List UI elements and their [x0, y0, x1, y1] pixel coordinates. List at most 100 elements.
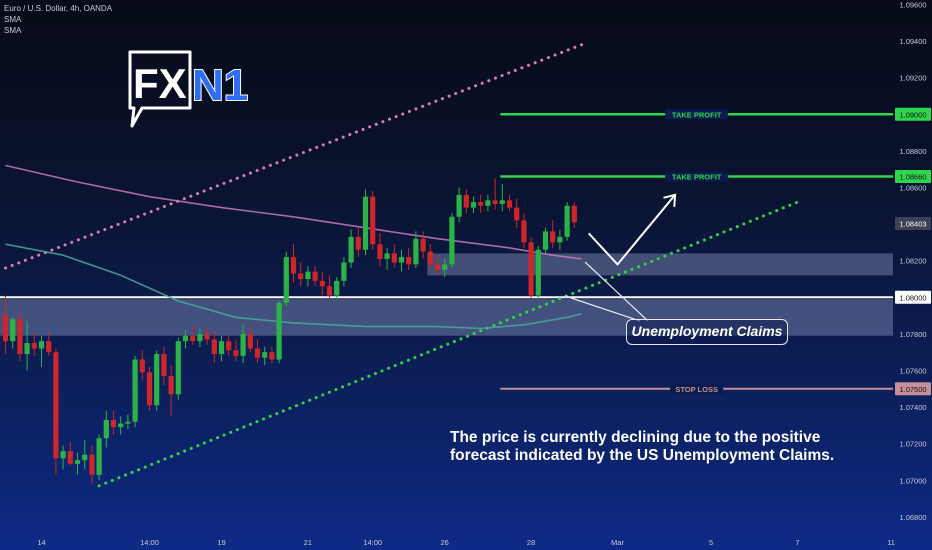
- candle-body: [139, 359, 145, 373]
- candle: [211, 330, 217, 364]
- y-tick-label: 1.08200: [899, 257, 926, 266]
- y-tick-label: 1.08800: [899, 147, 926, 156]
- candle-body: [362, 196, 369, 250]
- candle-body: [290, 257, 297, 274]
- candle: [499, 183, 505, 212]
- candle-body: [391, 253, 397, 263]
- indicator-label-sma-2[interactable]: SMA: [4, 26, 22, 35]
- candle: [233, 339, 239, 362]
- candle-body: [74, 460, 81, 464]
- symbol-label[interactable]: Euro / U.S. Dollar, 4h, OANDA: [4, 4, 113, 13]
- candle: [283, 251, 289, 307]
- candle: [362, 189, 369, 256]
- candle: [341, 257, 347, 287]
- candle-body: [168, 375, 174, 395]
- x-tick-label: 19: [217, 538, 225, 547]
- candle: [31, 332, 37, 356]
- candle-body: [17, 319, 23, 355]
- candle-body: [132, 359, 138, 422]
- candle-body: [499, 200, 505, 204]
- candle: [17, 311, 23, 362]
- candle-body: [204, 333, 210, 340]
- candle: [434, 257, 441, 276]
- candle-body: [182, 335, 189, 342]
- candle-body: [514, 207, 520, 221]
- candle-body: [211, 339, 217, 355]
- candle-body: [571, 205, 577, 223]
- candle-body: [89, 454, 95, 475]
- candle-body: [377, 244, 383, 259]
- price-label-take_profit: 1.09000: [899, 110, 926, 119]
- candle: [10, 317, 16, 349]
- candle: [312, 266, 318, 287]
- candle: [89, 445, 95, 484]
- candle: [2, 295, 9, 355]
- candle-body: [470, 202, 477, 208]
- y-tick-label: 1.07600: [899, 367, 926, 376]
- fxn1-logo: FX N1: [128, 48, 253, 130]
- candle: [355, 227, 361, 258]
- candle: [564, 202, 570, 241]
- candle-body: [276, 302, 282, 360]
- candle-body: [53, 352, 59, 459]
- x-tick-label: 5: [709, 538, 713, 547]
- candle: [319, 271, 325, 296]
- candle: [326, 275, 333, 300]
- candle: [290, 244, 297, 283]
- price-label-level: 1.08000: [899, 293, 926, 302]
- candle: [132, 355, 138, 428]
- candle-body: [31, 343, 37, 349]
- analysis-note: The price is currently declining due to …: [450, 429, 835, 464]
- trendline-upper: [4, 43, 583, 270]
- candle-body: [24, 343, 30, 355]
- candle-body: [406, 257, 412, 265]
- candle-body: [557, 236, 563, 243]
- candle: [463, 189, 469, 214]
- candle-body: [384, 253, 390, 259]
- candle: [218, 335, 225, 362]
- y-tick-label: 1.07200: [899, 440, 926, 449]
- candle: [377, 233, 383, 267]
- candle-body: [341, 262, 347, 281]
- take-profit-label: TAKE PROFIT: [672, 173, 722, 182]
- candle: [305, 266, 311, 287]
- candle-body: [370, 196, 376, 245]
- candle-body: [269, 352, 275, 360]
- candle-body: [96, 438, 102, 475]
- candle-body: [247, 333, 253, 349]
- candle: [406, 247, 412, 270]
- candle: [154, 350, 160, 411]
- candle-body: [60, 451, 66, 459]
- candle: [334, 277, 340, 300]
- projection-path: [587, 194, 676, 266]
- projection-arrowhead: [663, 193, 677, 207]
- candle: [262, 346, 268, 366]
- candle: [53, 348, 59, 475]
- trendline-lower: [97, 200, 799, 488]
- y-tick-label: 1.09400: [899, 37, 926, 46]
- indicator-label-sma-1[interactable]: SMA: [4, 15, 22, 24]
- candle-body: [478, 202, 484, 206]
- price-label-current: 1.08403: [899, 220, 926, 229]
- logo-text-fx: FX: [133, 60, 187, 107]
- take-profit-label: TAKE PROFIT: [672, 110, 722, 119]
- candle-body: [161, 354, 167, 376]
- candle-body: [175, 341, 181, 395]
- candle: [384, 247, 390, 270]
- candle: [175, 337, 181, 400]
- candle-body: [146, 372, 153, 406]
- x-tick-label: 21: [304, 538, 312, 547]
- candle: [492, 178, 498, 210]
- candle-body: [283, 257, 289, 303]
- candle: [420, 231, 426, 259]
- stop-loss-label: STOP LOSS: [675, 385, 718, 394]
- callout-connector-1: [584, 261, 649, 322]
- candle: [110, 410, 117, 435]
- candle-body: [240, 333, 246, 356]
- candle-body: [319, 280, 325, 287]
- candle: [571, 202, 577, 228]
- y-tick-label: 1.09600: [899, 1, 926, 10]
- candle-body: [413, 238, 419, 265]
